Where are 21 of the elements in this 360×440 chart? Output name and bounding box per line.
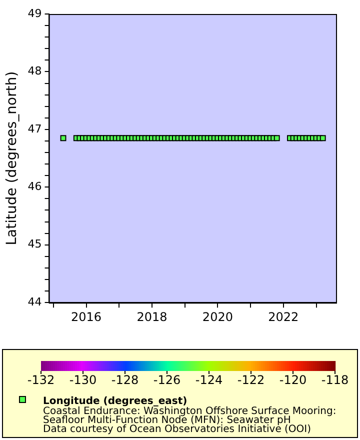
color-bar-label: -120 [279,373,307,388]
x-tick-label: 2018 [136,310,168,324]
color-bar-title: Longitude (degrees_east) [43,396,188,407]
x-tick-label: 2016 [70,310,102,324]
color-bar-label: -126 [153,373,181,388]
color-bar-label: -128 [111,373,139,388]
x-tick-label: 2020 [202,310,233,324]
color-bar-label: -130 [69,373,97,388]
color-bar-label: -118 [321,373,349,388]
text: Data courtesy of Ocean Observatories Initiative (OOI) [43,424,312,435]
y-tick-label: 49 [28,6,42,20]
color-bar-label: -122 [237,373,265,388]
y-tick-label: 47 [28,122,42,136]
color-bar-label: -124 [195,373,223,388]
y-tick-label: 48 [28,64,42,78]
x-tick-label: 2022 [268,310,299,324]
y-tick-label: 44 [28,295,42,308]
y-tick-label: 46 [28,180,42,194]
color-bar-label: -132 [27,373,55,388]
y-tick-label: 45 [28,238,42,251]
y-axis-title: Latitude (degrees_north) [4,71,20,246]
